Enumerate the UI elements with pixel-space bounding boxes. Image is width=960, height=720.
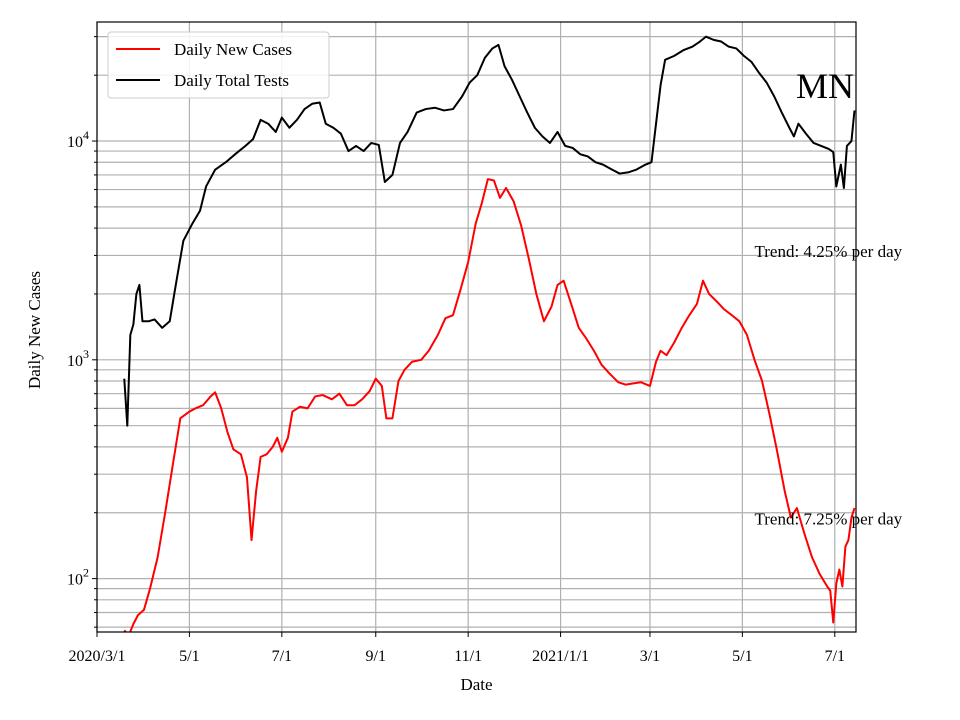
x-tick-label: 3/1 xyxy=(640,648,660,665)
x-tick-label: 9/1 xyxy=(366,648,386,665)
x-axis-label: Date xyxy=(460,675,492,694)
legend-label: Daily Total Tests xyxy=(174,71,289,90)
x-tick-label: 11/1 xyxy=(454,648,482,665)
y-tick-label: 104 xyxy=(67,128,89,151)
plot-frame xyxy=(96,21,857,633)
x-tick-label: 7/1 xyxy=(825,648,845,665)
y-tick-label: 102 xyxy=(67,566,89,589)
legend-label: Daily New Cases xyxy=(174,40,292,59)
x-tick-label: 2020/3/1 xyxy=(69,648,126,665)
trend-annotation: Trend: 4.25% per day xyxy=(754,242,902,261)
trend-annotation: Trend: 7.25% per day xyxy=(754,510,902,529)
annotations: Trend: 4.25% per day Trend: 7.25% per day xyxy=(754,242,902,529)
y-axis-label: Daily New Cases xyxy=(25,271,44,389)
x-tick-label: 2021/1/1 xyxy=(532,648,589,665)
y-tick-label: 103 xyxy=(67,347,89,370)
legend: Daily New Cases Daily Total Tests xyxy=(107,31,330,99)
series-line xyxy=(123,35,856,427)
state-label: MN xyxy=(796,66,854,106)
x-tick-label: 5/1 xyxy=(732,648,752,665)
series-layer xyxy=(123,35,856,632)
x-tick-label: 7/1 xyxy=(272,648,292,665)
y-axis: 102 103 104 xyxy=(67,36,97,628)
series-line xyxy=(123,178,856,632)
x-axis: 2020/3/1 5/1 7/1 9/1 11/1 2021/1/1 3/1 5/1 7/1 xyxy=(69,632,845,665)
x-tick-label: 5/1 xyxy=(179,648,199,665)
grid xyxy=(96,22,856,632)
legend-box xyxy=(107,31,330,99)
